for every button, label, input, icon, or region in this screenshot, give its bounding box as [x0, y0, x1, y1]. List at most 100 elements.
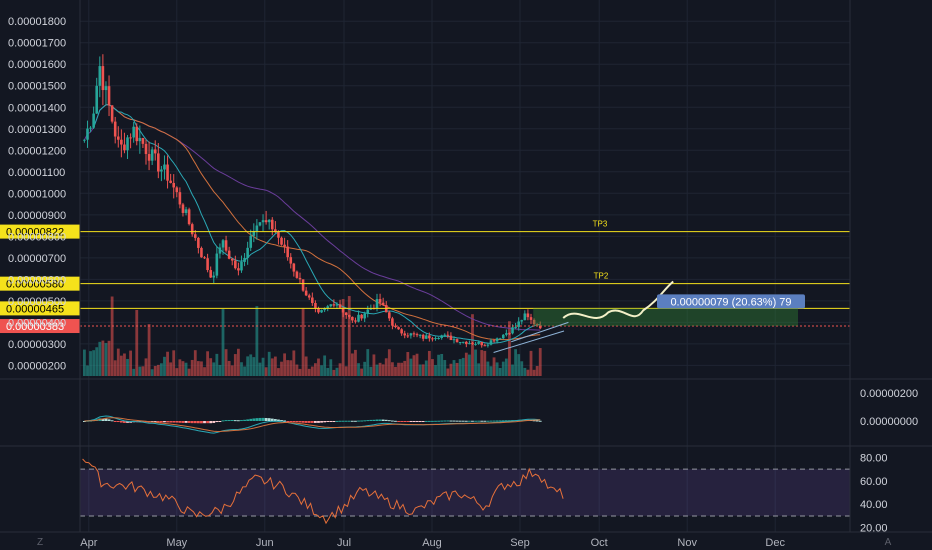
candle-body — [218, 247, 222, 254]
candle-body — [166, 164, 169, 181]
volume-bar — [391, 362, 394, 376]
price-tick-label: 0.00000500 — [8, 296, 66, 308]
macd-histogram-bar — [286, 421, 290, 422]
candle-body — [95, 85, 99, 114]
price-tick-label: 0.00001600 — [8, 59, 66, 71]
volume-bar — [92, 350, 96, 376]
rsi-tick-label: 20.00 — [860, 523, 888, 535]
macd-histogram-bar — [449, 420, 453, 422]
macd-histogram-bar — [203, 421, 206, 424]
candle-body — [209, 270, 212, 278]
candle-body — [126, 137, 129, 151]
macd-histogram-bar — [415, 421, 419, 422]
macd-histogram-bar — [326, 421, 330, 422]
candle-body — [498, 338, 502, 340]
macd-histogram-bar — [237, 420, 240, 422]
volume-bar — [83, 349, 86, 376]
macd-histogram-bar — [110, 420, 114, 422]
macd-histogram-bar — [175, 421, 179, 423]
macd-histogram-bar — [212, 421, 216, 423]
macd-histogram-bar — [243, 419, 246, 421]
macd-histogram-bar — [227, 420, 231, 422]
volume-bar — [394, 366, 397, 376]
candle-body — [224, 240, 228, 251]
candle-body — [283, 244, 286, 247]
volume-bar — [141, 366, 145, 376]
candle-body — [197, 237, 200, 248]
volume-bar — [449, 363, 453, 376]
macd-histogram-bar — [261, 417, 265, 421]
macd-histogram-bar — [314, 421, 317, 423]
volume-bar — [424, 360, 428, 376]
candle-body — [397, 327, 400, 330]
candle-body — [184, 209, 188, 213]
macd-histogram-bar — [363, 420, 367, 422]
candle-body — [526, 313, 530, 318]
candle-body — [329, 304, 333, 307]
candle-body — [301, 279, 305, 291]
measure-label-box — [657, 294, 805, 309]
volume-bar — [89, 351, 92, 376]
volume-bar — [301, 307, 305, 376]
volume-bar — [461, 357, 465, 376]
volume-bar — [264, 367, 268, 376]
macd-histogram-bar — [403, 421, 407, 422]
volume-bar — [421, 364, 425, 376]
volume-bar — [258, 362, 262, 376]
candle-body — [200, 247, 203, 258]
candle-body — [517, 321, 520, 327]
volume-bar — [181, 361, 185, 376]
macd-histogram-bar — [178, 421, 182, 423]
volume-bar — [98, 341, 102, 376]
volume-bar — [523, 367, 527, 376]
macd-histogram-bar — [508, 420, 511, 422]
volume-bar — [255, 306, 259, 376]
macd-histogram-bar — [483, 420, 487, 422]
macd-histogram-bar — [273, 419, 277, 421]
macd-histogram-bar — [230, 420, 234, 422]
candle-body — [295, 271, 299, 278]
volume-bar — [135, 309, 139, 376]
candle-body — [163, 164, 166, 170]
candle-body — [483, 345, 487, 347]
volume-bar — [104, 343, 108, 376]
macd-histogram-bar — [295, 421, 299, 423]
price-tick-label: 0.00001000 — [8, 188, 66, 200]
price-tick-label: 0.00001500 — [8, 81, 66, 93]
candle-body — [120, 139, 123, 145]
macd-histogram-bar — [501, 420, 505, 422]
macd-histogram-bar — [193, 421, 197, 424]
volume-bar — [169, 362, 173, 376]
volume-bar — [209, 358, 213, 376]
volume-bar — [113, 360, 117, 376]
volume-bar — [372, 354, 376, 376]
candle-body — [347, 315, 351, 317]
macd-histogram-bar — [341, 420, 345, 422]
volume-bar — [261, 357, 265, 376]
macd-panel: 0.00000200 0.00000000 — [83, 388, 918, 434]
volume-bar — [286, 360, 290, 376]
macd-histogram-bar — [101, 418, 105, 421]
time-tick-label: Jul — [337, 537, 351, 549]
candle-body — [292, 263, 296, 272]
volume-bar — [323, 355, 327, 376]
candle-body — [157, 153, 160, 172]
time-tick-label: Jun — [256, 537, 274, 549]
macd-histogram-bar — [119, 421, 123, 423]
macd-histogram-bar — [431, 420, 434, 422]
macd-histogram-bar — [535, 420, 539, 422]
candle-body — [431, 338, 434, 340]
volume-bar — [483, 350, 487, 376]
macd-histogram-bar — [166, 421, 169, 423]
macd-histogram-bar — [381, 419, 385, 421]
macd-histogram-bar — [116, 421, 120, 423]
macd-histogram-bar — [354, 420, 357, 422]
candle-body — [421, 334, 425, 339]
price-tick-label: 0.00001700 — [8, 38, 66, 50]
macd-histogram-bar — [504, 420, 508, 422]
candle-body — [101, 66, 105, 91]
macd-histogram-bar — [350, 420, 354, 422]
macd-histogram-bar — [369, 419, 373, 421]
